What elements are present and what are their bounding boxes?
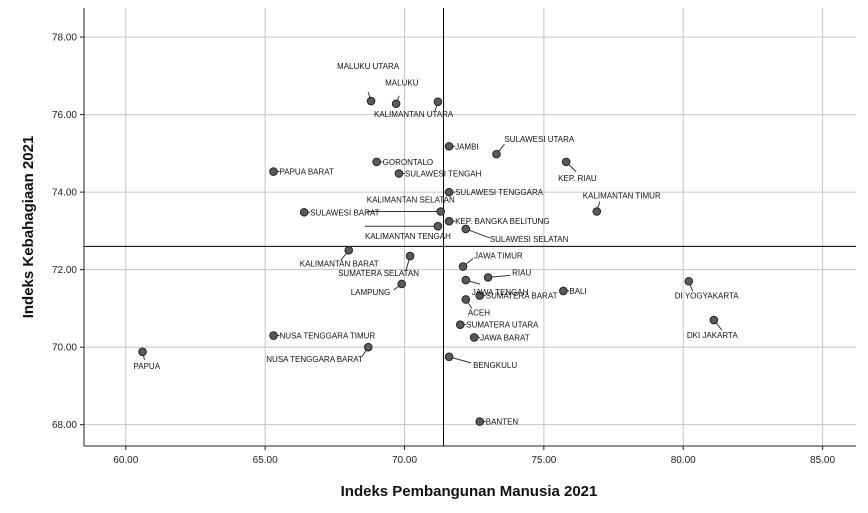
data-point-bengkulu [444, 352, 454, 362]
data-point-maluku [391, 99, 401, 109]
y-tick-label: 72.00 [52, 265, 77, 276]
point-label-kep-bangka-belitung: KEP. BANGKA BELITUNG [455, 217, 550, 226]
data-point-kalimantan-utara [433, 97, 443, 107]
data-point-jambi [444, 142, 454, 151]
point-label-sumatera-barat: SUMATERA BARAT [486, 292, 558, 301]
y-tick-label: 70.00 [52, 343, 77, 354]
data-point-sumatera-utara [455, 320, 465, 329]
point-label-papua: PAPUA [134, 362, 161, 371]
point-label-aceh: ACEH [468, 308, 490, 317]
point-label-kalimantan-barat: KALIMANTAN BARAT [300, 259, 379, 268]
point-label-sumatera-utara: SUMATERA UTARA [466, 321, 539, 330]
point-label-jambi: JAMBI [455, 142, 479, 151]
point-label-sulawesi-utara: SULAWESI UTARA [504, 135, 574, 144]
point-label-jawa-tengah: JAWA TENGAH [472, 288, 529, 297]
point-label-di-yogyakarta: DI YOGYAKARTA [675, 291, 740, 300]
x-tick-label: 75.00 [531, 455, 556, 466]
x-tick-label: 85.00 [810, 455, 835, 466]
point-label-kalimantan-timur: KALIMANTAN TIMUR [583, 191, 661, 200]
data-point-kalimantan-selatan [436, 207, 446, 216]
data-point-banten [475, 417, 485, 426]
plot-frame [83, 8, 856, 447]
y-tick-label: 76.00 [52, 110, 77, 121]
x-axis-title: Indeks Pembangunan Manusia 2021 [341, 483, 598, 500]
data-point-gorontalo [372, 157, 381, 167]
y-axis-title: Indeks Kebahagiaan 2021 [20, 136, 37, 319]
point-label-maluku: MALUKU [385, 79, 419, 88]
data-point-di-yogyakarta [684, 276, 694, 286]
data-point-papua-barat [269, 167, 278, 176]
point-label-kep-riau: KEP. RIAU [558, 174, 597, 183]
point-label-jawa-timur: JAWA TIMUR [474, 252, 523, 261]
data-point-sulawesi-tenggara [444, 187, 454, 197]
point-label-gorontalo: GORONTALO [383, 158, 434, 167]
x-tick-label: 65.00 [253, 455, 278, 466]
data-point-maluku-utara [366, 96, 376, 106]
data-point-kalimantan-barat [344, 245, 354, 255]
point-label-bengkulu: BENGKULU [473, 361, 517, 370]
data-point-lampung [397, 279, 407, 289]
point-label-kalimantan-utara: KALIMANTAN UTARA [374, 110, 454, 119]
point-label-papua-barat: PAPUA BARAT [280, 168, 335, 177]
point-label-dki-jakarta: DKI JAKARTA [687, 331, 738, 340]
point-label-sulawesi-tenggara: SULAWESI TENGGARA [455, 188, 544, 197]
point-label-maluku-utara: MALUKU UTARA [337, 62, 400, 71]
data-point-sumatera-selatan [405, 251, 415, 261]
y-tick-label: 78.00 [52, 33, 77, 44]
point-labels: MALUKU UTARA MALUKU KALIMANTAN UTARA JAMBI S… [134, 62, 740, 427]
data-point-kalimantan-tengah [433, 221, 443, 231]
data-point-bali [559, 286, 568, 296]
point-label-kalimantan-tengah: KALIMANTAN TENGAH [365, 232, 451, 241]
point-label-lampung: LAMPUNG [351, 288, 391, 297]
plot-background [84, 8, 856, 446]
x-tick-label: 60.00 [113, 455, 138, 466]
data-point-sumatera-barat [475, 291, 485, 300]
x-tick-label: 70.00 [392, 455, 417, 466]
point-label-sulawesi-selatan: SULAWESI SELATAN [490, 235, 569, 244]
point-label-sumatera-selatan: SUMATERA SELATAN [338, 269, 419, 278]
point-label-riau: RIAU [512, 268, 531, 277]
y-tick-label: 74.00 [52, 188, 77, 199]
data-point-dki-jakarta [709, 315, 719, 325]
data-point-kep-riau [561, 157, 571, 167]
point-label-bali: BALI [569, 287, 586, 296]
y-tick-label: 68.00 [52, 420, 77, 431]
point-label-nusa-tenggara-timur: NUSA TENGGARA TIMUR [280, 332, 376, 341]
data-point-nusa-tenggara-barat [363, 342, 373, 352]
gridlines [84, 8, 856, 446]
reference-lines [84, 8, 856, 446]
data-point-kalimantan-timur [592, 207, 602, 216]
point-label-banten: BANTEN [486, 418, 519, 427]
point-label-sulawesi-barat: SULAWESI BARAT [310, 208, 379, 217]
data-point-sulawesi-utara [492, 149, 501, 159]
point-label-kalimantan-selatan: KALIMANTAN SELATAN [367, 195, 455, 204]
point-label-sulawesi-tengah: SULAWESI TENGAH [405, 170, 482, 179]
data-point-jawa-timur [458, 262, 468, 271]
data-point-riau [483, 273, 493, 282]
data-points [138, 96, 719, 426]
data-point-jawa-barat [469, 333, 479, 342]
data-point-sulawesi-barat [299, 207, 309, 217]
tick-labels: 60.00 65.00 70.00 75.00 80.00 85.00 68.00 70.00… [52, 33, 836, 466]
data-point-nusa-tenggara-timur [269, 331, 278, 340]
data-point-kep-bangka-belitung [444, 216, 454, 226]
data-point-papua [138, 347, 147, 357]
x-tick-label: 80.00 [671, 455, 696, 466]
data-point-aceh [461, 295, 471, 304]
data-point-jawa-tengah [461, 275, 471, 285]
point-label-jawa-barat: JAWA BARAT [480, 333, 530, 342]
data-point-sulawesi-tengah [394, 169, 404, 178]
point-label-nusa-tenggara-barat: NUSA TENGGARA BARAT [266, 355, 363, 364]
data-point-sulawesi-selatan [461, 224, 471, 234]
